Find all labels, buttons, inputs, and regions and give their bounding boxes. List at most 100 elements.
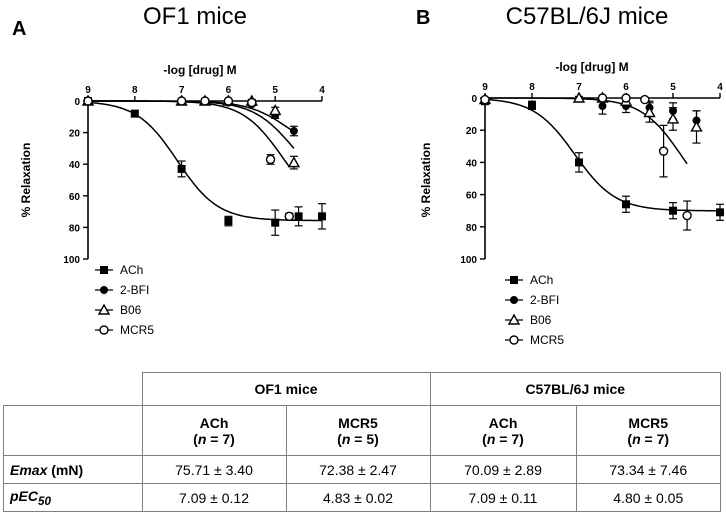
n-symbol: n: [632, 430, 641, 447]
y-tick-label: 40: [466, 158, 478, 169]
panel-a-letter: A: [12, 18, 26, 40]
y-tick-label: 100: [63, 255, 80, 266]
legend-label: MCR5: [120, 323, 154, 337]
y-tick-label: 100: [460, 255, 477, 266]
data-point-mcr5: [247, 97, 257, 108]
x-tick-label: 6: [623, 82, 629, 93]
column-drug: MCR5: [628, 414, 669, 431]
x-tick-label: 8: [132, 85, 138, 96]
panel-b-letter: B: [416, 7, 430, 29]
y-tick-label: 60: [69, 192, 81, 203]
data-point-b06: [269, 104, 282, 116]
data-point-mcr5: [480, 94, 490, 105]
data-point-b06: [643, 106, 656, 118]
x-tick-label: 5: [670, 82, 676, 93]
data-point-2-bfi: [598, 102, 607, 111]
data-point-ach: [271, 218, 280, 227]
fit-curve-ach: [484, 98, 721, 212]
fit-curve-ach: [87, 101, 322, 222]
data-point-ach: [130, 109, 139, 118]
data-point-ach: [669, 206, 677, 215]
column-n: (n = 7): [627, 430, 670, 447]
panel-b-title: C57BL/6J mice: [506, 3, 669, 30]
table-cell: 72.38 ± 2.47: [285, 455, 431, 484]
data-point-ach: [224, 217, 233, 226]
data-point-ach: [318, 212, 326, 221]
legend-marker-ach: [510, 276, 518, 284]
legend-label: 2-BFI: [120, 283, 149, 297]
legend-label: B06: [530, 313, 552, 327]
column-drug: MCR5: [338, 414, 378, 431]
data-point-b06: [287, 156, 301, 168]
y-tick-label: 40: [69, 160, 81, 171]
fit-curve-mcr5: [485, 97, 688, 165]
table-cell: 70.09 ± 2.89: [429, 455, 577, 484]
x-tick-label: 9: [482, 82, 488, 93]
table-cell: 73.34 ± 7.46: [575, 455, 721, 484]
panel-b: B C57BL/6J mice -log [drug] M % Relaxati…: [416, 3, 724, 347]
legend-label: ACh: [120, 263, 143, 277]
y-tick-label: 60: [466, 191, 478, 202]
n-symbol: n: [341, 430, 351, 447]
data-point-mcr5: [265, 154, 276, 165]
data-point-mcr5: [658, 146, 669, 156]
table-row-pec50: pEC50 7.09 ± 0.12 4.83 ± 0.02 7.09 ± 0.1…: [3, 483, 721, 512]
table-blank-cell: [3, 405, 143, 456]
column-drug: ACh: [199, 414, 229, 431]
legend-marker-ach: [100, 266, 108, 274]
y-tick-label: 80: [466, 223, 478, 234]
n-value: 7: [222, 430, 231, 447]
y-tick-label: 20: [466, 126, 478, 137]
data-point-b06: [666, 112, 680, 124]
table-cell: 75.71 ± 3.40: [141, 455, 287, 484]
column-header: MCR5 (n = 5): [285, 405, 431, 456]
data-point-2-bfi: [289, 127, 298, 136]
legend-marker-b06: [507, 313, 521, 325]
panel-a-marks: [81, 94, 326, 236]
column-n: (n = 7): [482, 430, 524, 447]
x-tick-label: 6: [226, 85, 232, 96]
row-label-pec50: pEC50: [3, 483, 143, 512]
group-header-c57: C57BL/6J mice: [429, 372, 721, 406]
data-point-mcr5: [640, 94, 650, 105]
legend-marker-mcr5: [509, 335, 519, 345]
fit-curve-mcr5: [88, 100, 290, 168]
legend-label: MCR5: [530, 333, 564, 347]
x-tick-label: 7: [179, 85, 185, 96]
y-tick-label: 0: [471, 94, 477, 105]
data-point-mcr5: [284, 211, 294, 222]
data-point-mcr5: [200, 96, 210, 106]
column-header: ACh (n = 7): [141, 405, 287, 456]
data-point-b06: [572, 91, 586, 103]
column-drug: ACh: [488, 414, 518, 431]
panel-b-legend: ACh 2-BFI B06 MCR5: [505, 273, 564, 347]
table-cell: 4.80 ± 0.05: [575, 483, 721, 512]
fit-curve-2-bfi: [88, 100, 295, 133]
y-tick-label: 20: [69, 129, 81, 140]
data-point-mcr5: [223, 96, 234, 106]
legend-label: ACh: [530, 273, 553, 287]
x-tick-label: 4: [319, 85, 325, 96]
panel-a-title: OF1 mice: [143, 3, 247, 30]
data-point-ach: [294, 212, 303, 221]
legend-marker-2-bfi: [100, 286, 108, 294]
n-value: 7: [656, 430, 665, 447]
x-tick-label: 5: [272, 85, 278, 96]
legend-label: B06: [120, 303, 142, 317]
column-header: MCR5 (n = 7): [575, 405, 721, 456]
table-cell: 7.09 ± 0.11: [429, 483, 577, 512]
data-point-ach: [622, 200, 630, 209]
n-symbol: n: [486, 430, 496, 447]
legend-marker-b06: [97, 303, 111, 315]
data-point-ach: [575, 158, 583, 167]
panel-a-y-axis-title: % Relaxation: [19, 143, 33, 218]
data-point-mcr5: [621, 93, 631, 103]
table-corner: [3, 372, 143, 406]
legend-label: 2-BFI: [530, 293, 559, 307]
data-point-mcr5: [597, 93, 608, 103]
column-n: (n = 7): [193, 430, 235, 447]
data-point-mcr5: [176, 96, 187, 106]
y-tick-label: 80: [69, 223, 81, 234]
